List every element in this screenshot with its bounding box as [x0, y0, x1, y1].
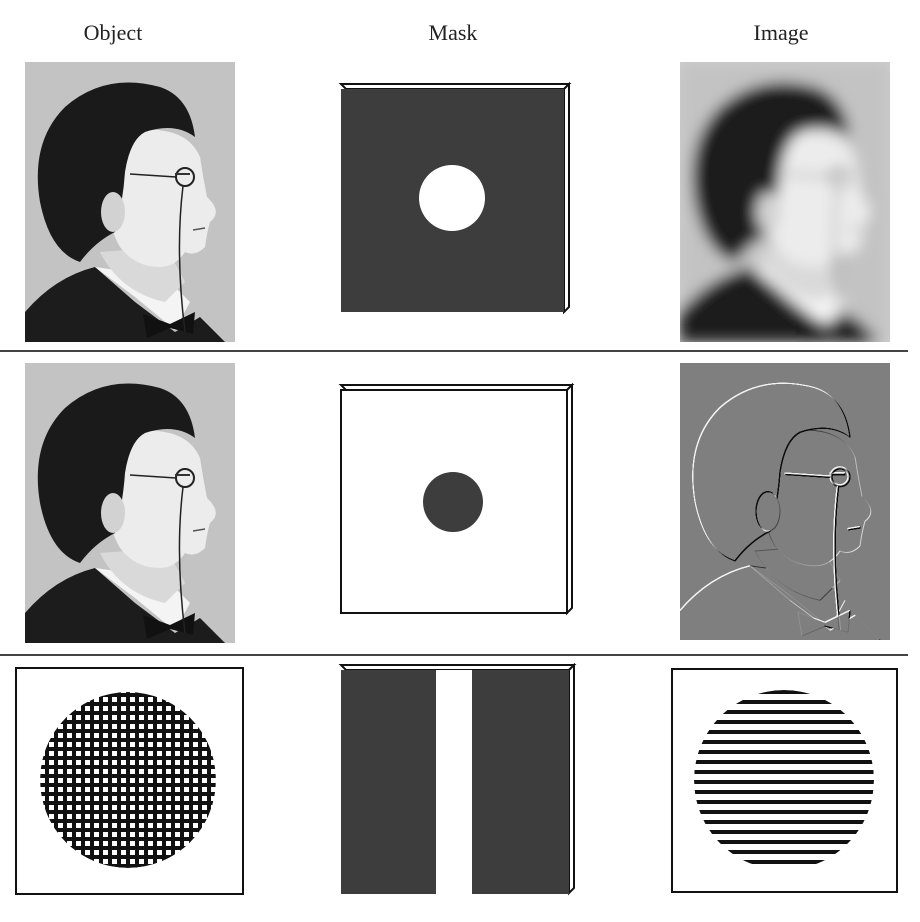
row1-mask-lowpass [338, 81, 572, 315]
row1-object-portrait [24, 61, 236, 343]
row3-object-grating [15, 667, 244, 895]
row2-object-portrait [24, 362, 236, 644]
row1-image-blurred-portrait [680, 62, 890, 342]
mask-aperture-open [419, 165, 485, 231]
header-mask: Mask [429, 20, 478, 45]
header-image: Image [754, 20, 809, 45]
header-object: Object [84, 20, 143, 45]
row3-image-lines [671, 668, 898, 893]
mask-vertical-slit [436, 670, 472, 894]
row2-mask-highpass [338, 382, 575, 616]
row2-image-edge-portrait [680, 363, 890, 640]
mask-stop-dark [423, 472, 483, 532]
row3-mask-slit [338, 662, 577, 896]
